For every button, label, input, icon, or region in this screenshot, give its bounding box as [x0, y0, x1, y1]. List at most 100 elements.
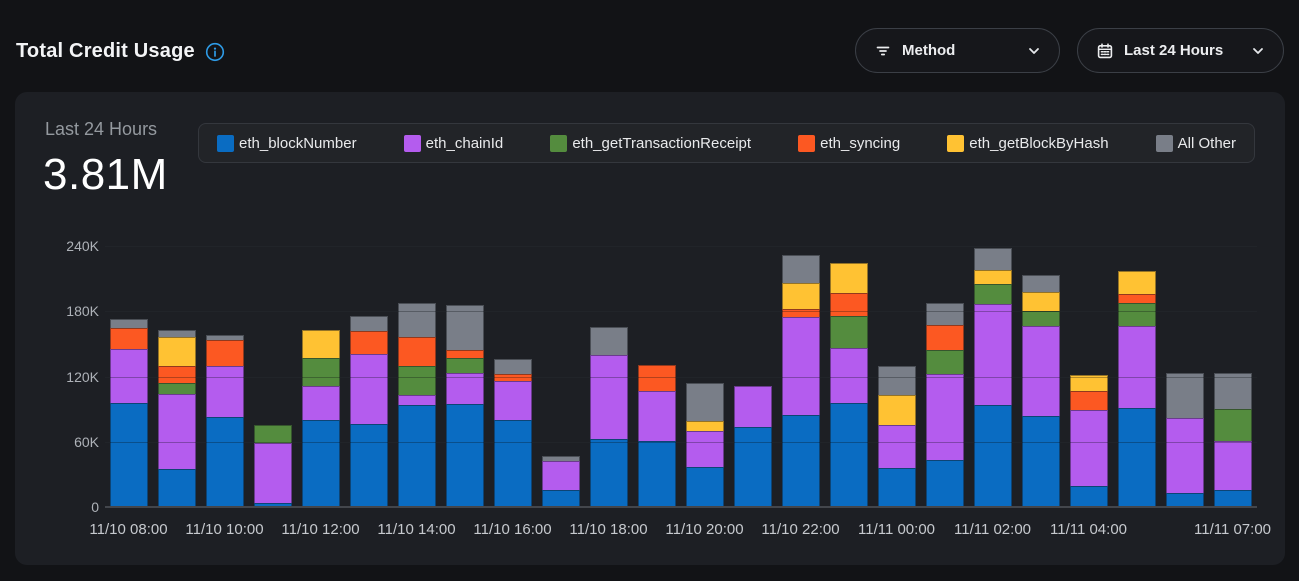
total-credit-value: 3.81M [43, 150, 168, 199]
bar-segment-All Other [925, 302, 964, 326]
bar-segment-eth_getTransactionReceipt [829, 315, 868, 349]
bar-segment-eth_chainId [925, 374, 964, 461]
legend-item-eth_syncing[interactable]: eth_syncing [798, 134, 900, 152]
bar-segment-eth_chainId [781, 316, 820, 415]
bar-segment-eth_syncing [1117, 293, 1156, 303]
page-title: Total Credit Usage [16, 40, 195, 62]
bar-group[interactable] [1021, 275, 1060, 507]
bar-segment-eth_blockNumber [205, 416, 244, 507]
usage-chart-card: Last 24 Hours 3.81M eth_blockNumber eth_c… [15, 92, 1285, 565]
x-axis-tick-label: 11/11 04:00 [1049, 521, 1128, 538]
info-icon[interactable] [205, 42, 225, 62]
legend-item-eth_blockNumber[interactable]: eth_blockNumber [217, 134, 357, 152]
date-range-label: Last 24 Hours [1124, 42, 1224, 59]
y-axis-tick-label: 240K [66, 238, 99, 254]
bar-group[interactable] [541, 455, 580, 507]
bar-group[interactable] [877, 365, 916, 507]
bar-group[interactable] [637, 364, 676, 507]
x-axis-line [105, 506, 1257, 508]
gridline [105, 311, 1257, 313]
bar-group[interactable] [493, 359, 532, 507]
bar-group[interactable] [973, 248, 1012, 507]
y-axis-tick-label: 60K [74, 433, 99, 450]
bar-segment-eth_chainId [1069, 410, 1108, 487]
bar-segment-eth_getTransactionReceipt [253, 425, 292, 443]
bar-group[interactable] [1165, 373, 1204, 507]
bar-segment-eth_syncing [445, 350, 484, 359]
bar-group[interactable] [1117, 271, 1156, 507]
chart-legend: eth_blockNumber eth_chainId eth_getTransac… [198, 123, 1255, 163]
bar-segment-eth_getTransactionReceipt [925, 350, 964, 375]
bar-segment-eth_chainId [685, 430, 724, 467]
bar-group[interactable] [109, 318, 148, 507]
gridline [105, 441, 1257, 443]
bar-segment-eth_chainId [157, 393, 196, 469]
bar-segment-eth_blockNumber [733, 426, 772, 507]
bar-segment-All Other [541, 455, 580, 462]
method-filter-button[interactable]: Method [855, 28, 1060, 73]
y-axis-tick-label: 120K [66, 368, 99, 385]
legend-item-eth_chainId[interactable]: eth_chainId [403, 134, 503, 152]
bar-segment-eth_blockNumber [301, 420, 340, 507]
x-axis-tick-label: 11/11 07:00 [1193, 521, 1272, 538]
bar-group[interactable] [781, 254, 820, 507]
chevron-down-icon [1027, 44, 1041, 58]
bar-group[interactable] [925, 302, 964, 507]
x-axis-tick-label: 11/10 22:00 [761, 521, 840, 538]
y-axis-tick-label: 180K [66, 303, 99, 320]
legend-item-eth_getTransactionReceipt[interactable]: eth_getTransactionReceipt [550, 134, 751, 152]
bar-group[interactable] [205, 335, 244, 507]
bar-segment-eth_chainId [253, 442, 292, 503]
legend-item-All Other[interactable]: All Other [1155, 134, 1236, 152]
bar-segment-eth_blockNumber [1069, 486, 1108, 507]
bar-segment-eth_getBlockByHash [781, 282, 820, 310]
bar-segment-All Other [973, 248, 1012, 270]
legend-item-eth_getBlockByHash[interactable]: eth_getBlockByHash [947, 134, 1109, 152]
bar-segment-eth_blockNumber [349, 424, 388, 507]
x-axis-tick-label: 11/10 12:00 [281, 521, 360, 538]
x-axis-tick-label: 11/10 18:00 [569, 521, 648, 538]
bar-segment-eth_chainId [637, 390, 676, 441]
bar-group[interactable] [397, 302, 436, 507]
bar-segment-eth_getTransactionReceipt [445, 358, 484, 374]
bar-group[interactable] [685, 383, 724, 507]
bar-group[interactable] [253, 425, 292, 507]
bar-segment-eth_getBlockByHash [1021, 291, 1060, 312]
bar-segment-eth_blockNumber [925, 460, 964, 507]
bar-group[interactable] [157, 329, 196, 507]
filter-icon [874, 42, 892, 60]
bar-segment-All Other [397, 302, 436, 338]
legend-swatch [217, 134, 234, 152]
bar-group[interactable] [1213, 373, 1252, 507]
bar-segment-eth_blockNumber [1117, 408, 1156, 507]
bar-group[interactable] [445, 304, 484, 507]
date-range-button[interactable]: Last 24 Hours [1077, 28, 1284, 73]
x-axis-tick-label: 11/10 20:00 [665, 521, 744, 538]
bar-segment-eth_syncing [397, 337, 436, 366]
bar-group[interactable] [301, 329, 340, 507]
bar-segment-eth_syncing [349, 330, 388, 354]
bar-group[interactable] [1069, 375, 1108, 507]
gridline [105, 376, 1257, 378]
bar-segment-eth_syncing [109, 327, 148, 350]
title-wrap: Total Credit Usage [16, 40, 225, 63]
bar-segment-eth_blockNumber [397, 404, 436, 507]
legend-label: eth_getBlockByHash [969, 134, 1109, 152]
bar-group[interactable] [589, 326, 628, 507]
bar-group[interactable] [733, 386, 772, 507]
bar-segment-eth_chainId [1213, 440, 1252, 490]
bar-group[interactable] [349, 315, 388, 507]
bar-segment-eth_blockNumber [637, 440, 676, 507]
bar-segment-eth_blockNumber [973, 404, 1012, 507]
x-axis-tick-label: 11/10 14:00 [377, 521, 456, 538]
bar-segment-eth_syncing [1069, 390, 1108, 411]
legend-swatch [947, 134, 965, 152]
bar-segment-eth_getTransactionReceipt [1021, 311, 1060, 327]
method-filter-label: Method [902, 42, 956, 59]
bar-segment-All Other [109, 318, 148, 328]
bar-segment-eth_getTransactionReceipt [973, 284, 1012, 304]
bar-segment-eth_getTransactionReceipt [157, 383, 196, 394]
bar-segment-eth_getBlockByHash [685, 421, 724, 431]
bar-group[interactable] [829, 263, 868, 507]
bar-segment-eth_chainId [829, 348, 868, 403]
